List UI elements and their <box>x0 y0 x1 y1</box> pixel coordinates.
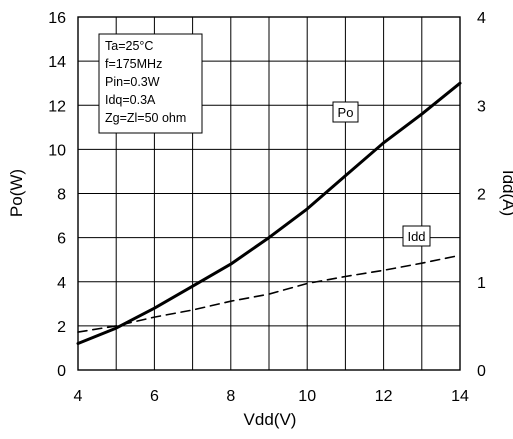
y-tick-label: 10 <box>48 142 66 159</box>
y-right-tick-label: 2 <box>477 187 486 204</box>
y-axis-right-title: Idd(A) <box>499 170 513 216</box>
conditions-box-frame <box>98 33 203 134</box>
y-tick-label: 4 <box>57 275 66 292</box>
series-line-idd <box>77 254 461 333</box>
series-label-po-box <box>332 101 359 123</box>
y-right-tick-label: 3 <box>477 98 486 115</box>
y-tick-label: 14 <box>48 54 66 71</box>
x-tick-label: 12 <box>375 388 393 405</box>
y-tick-label: 2 <box>57 319 66 336</box>
condition-line: Idq=0.3A <box>105 93 156 107</box>
plot-frame <box>77 16 461 371</box>
series-label-po-text: Po <box>338 105 354 120</box>
frame-layer <box>77 16 461 371</box>
y-tick-label: 12 <box>48 98 66 115</box>
x-tick-label: 14 <box>451 388 469 405</box>
y-tick-label: 8 <box>57 187 66 204</box>
condition-line: Zg=Zl=50 ohm <box>105 111 186 125</box>
x-tick-label: 8 <box>226 388 235 405</box>
grid <box>78 17 460 370</box>
series-label-idd-box <box>402 225 431 247</box>
y-right-tick-label: 1 <box>477 275 486 292</box>
series-layer <box>76 81 462 345</box>
y-right-tick-label: 4 <box>477 10 486 27</box>
series-label-idd: Idd <box>402 225 431 247</box>
y-tick-label: 0 <box>57 363 66 380</box>
y-tick-label: 16 <box>48 10 66 27</box>
x-tick-label: 4 <box>74 388 83 405</box>
x-axis-title: Vdd(V) <box>244 410 297 429</box>
series-line-po <box>76 81 462 345</box>
y-right-tick-label: 0 <box>477 363 486 380</box>
x-tick-label: 10 <box>298 388 316 405</box>
condition-line: Ta=25°C <box>105 39 153 53</box>
x-tick-label: 6 <box>150 388 159 405</box>
conditions-box: Ta=25°C f=175MHz Pin=0.3W Idq=0.3A Zg=Zl… <box>98 33 203 134</box>
y-axis-title: Po(W) <box>7 169 26 217</box>
series-label-po: Po <box>332 101 359 123</box>
series-label-idd-text: Idd <box>407 229 425 244</box>
condition-line: Pin=0.3W <box>105 75 160 89</box>
y-tick-label: 6 <box>57 231 66 248</box>
condition-line: f=175MHz <box>105 57 162 71</box>
